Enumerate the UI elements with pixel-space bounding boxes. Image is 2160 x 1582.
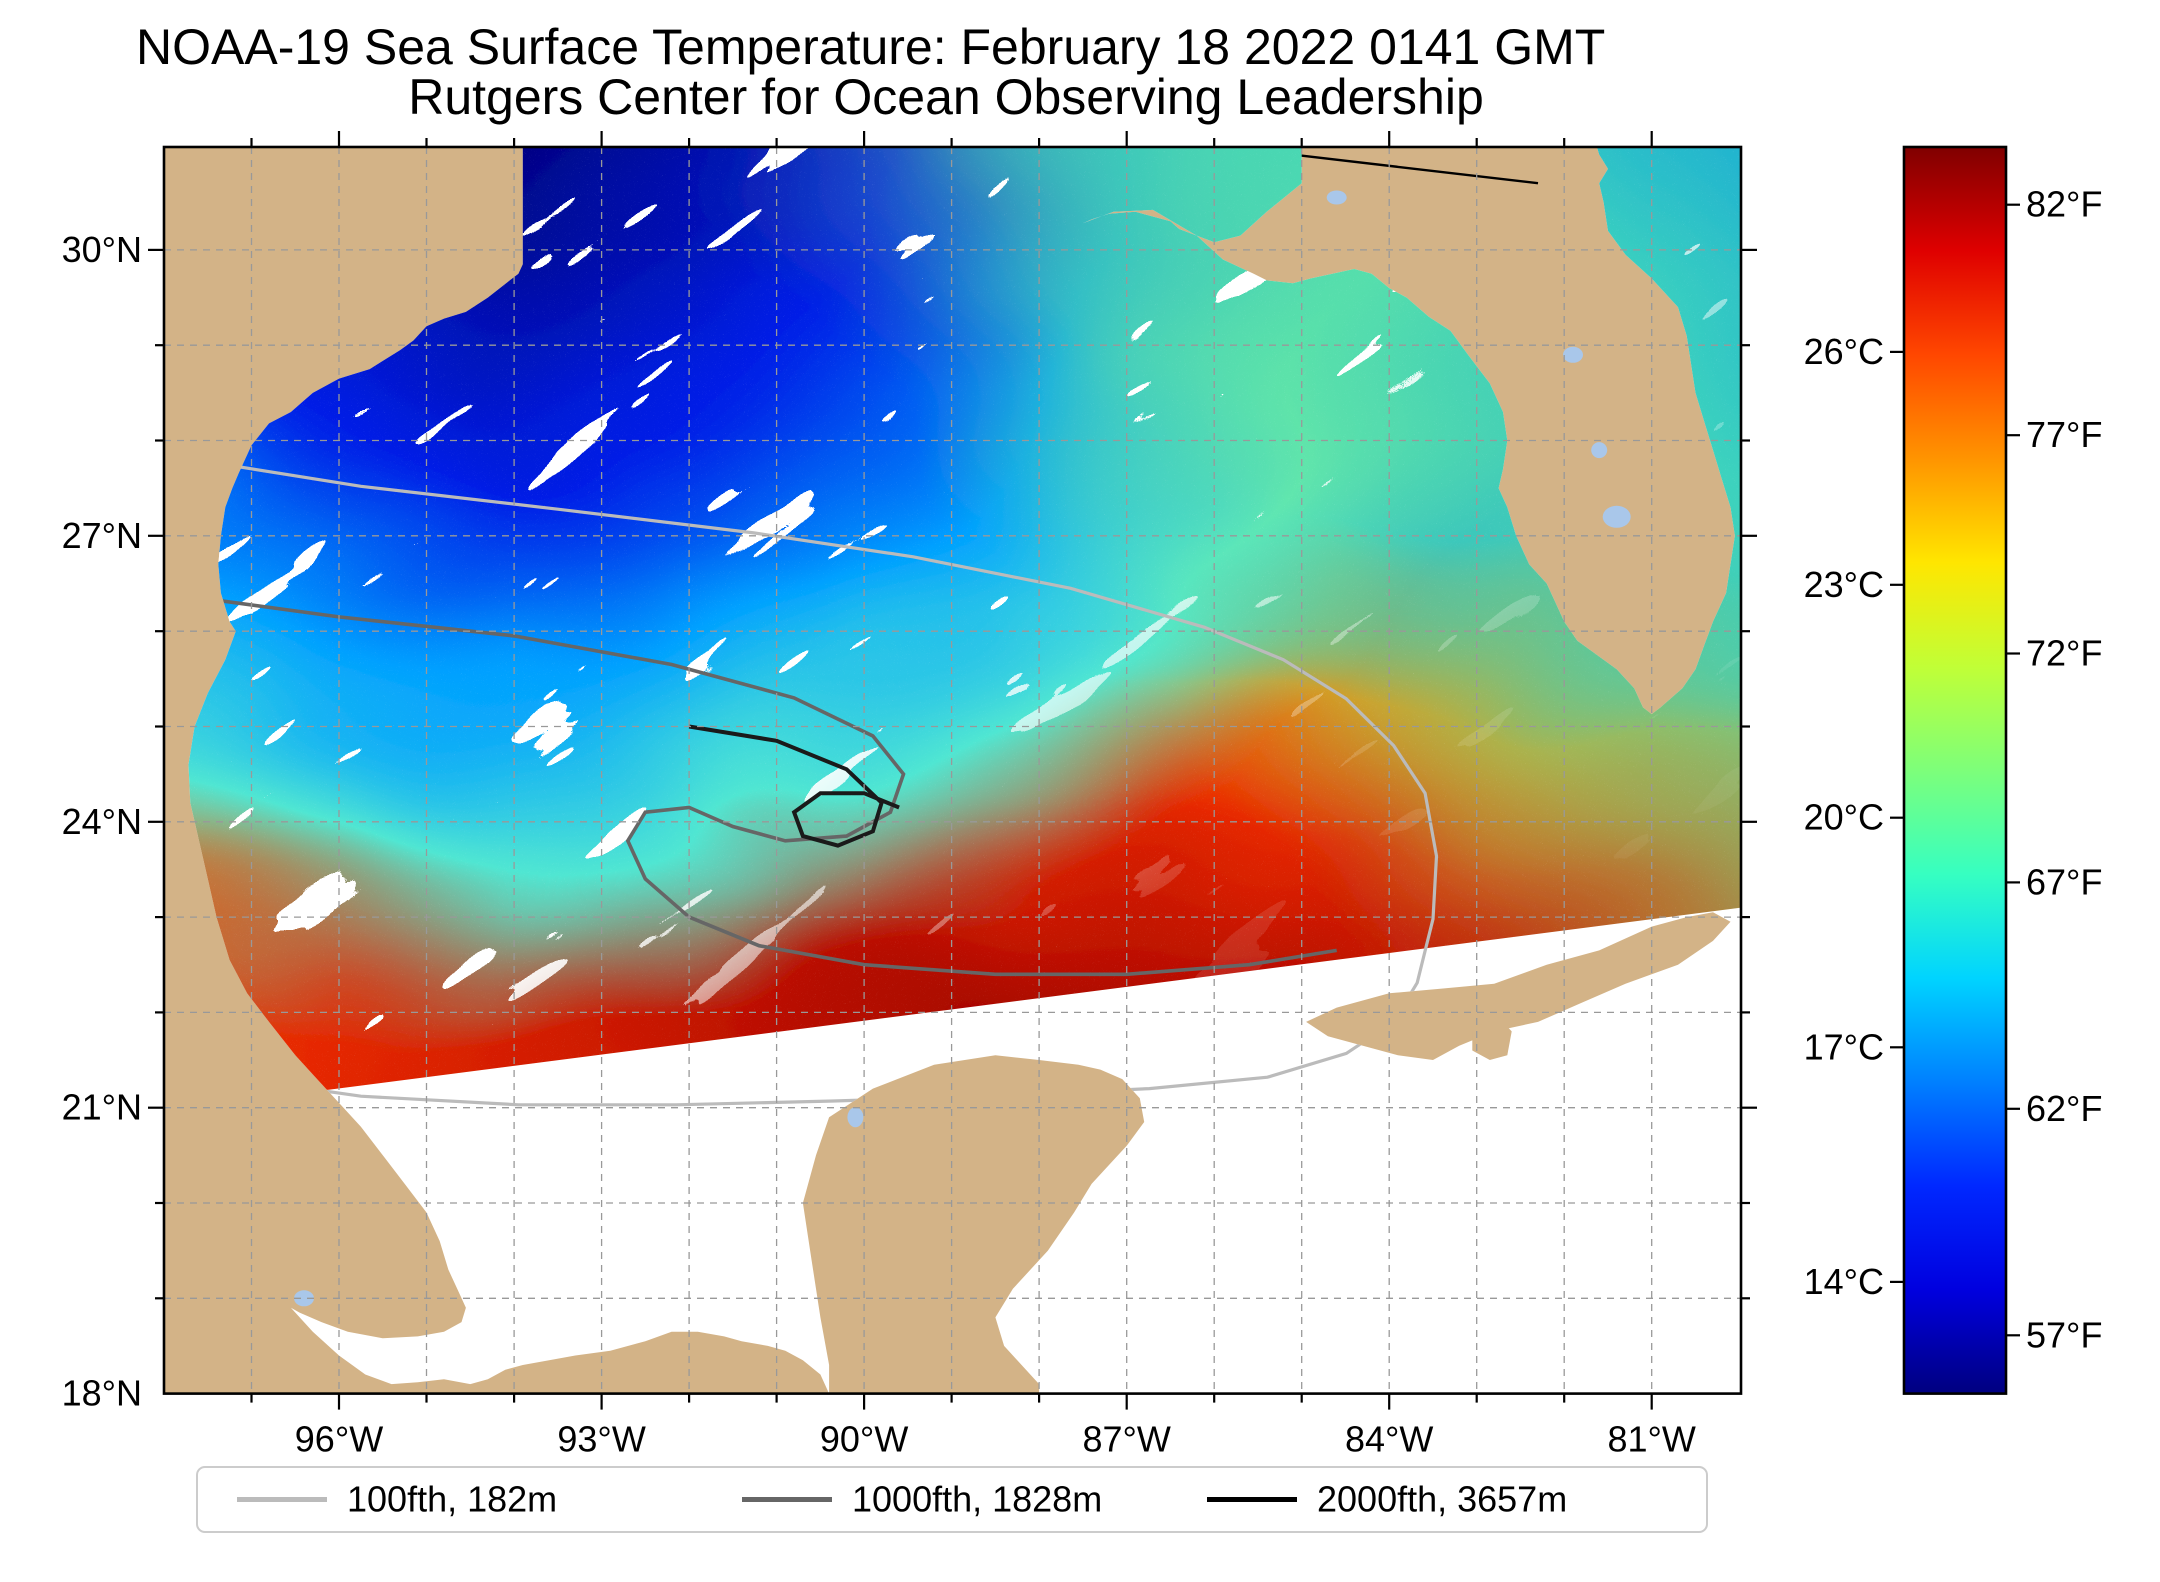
svg-text:23°C: 23°C bbox=[1804, 564, 1884, 605]
svg-text:20°C: 20°C bbox=[1804, 797, 1884, 838]
svg-text:100fth, 182m: 100fth, 182m bbox=[347, 1479, 557, 1520]
svg-text:93°W: 93°W bbox=[557, 1419, 645, 1460]
svg-text:62°F: 62°F bbox=[2026, 1088, 2102, 1129]
svg-text:81°W: 81°W bbox=[1607, 1419, 1695, 1460]
svg-text:96°W: 96°W bbox=[295, 1419, 383, 1460]
svg-text:18°N: 18°N bbox=[62, 1373, 142, 1414]
svg-text:84°W: 84°W bbox=[1345, 1419, 1433, 1460]
svg-text:14°C: 14°C bbox=[1804, 1261, 1884, 1302]
svg-text:87°W: 87°W bbox=[1082, 1419, 1170, 1460]
svg-text:67°F: 67°F bbox=[2026, 861, 2102, 902]
svg-text:21°N: 21°N bbox=[62, 1087, 142, 1128]
svg-text:82°F: 82°F bbox=[2026, 184, 2102, 225]
svg-text:26°C: 26°C bbox=[1804, 331, 1884, 372]
svg-text:77°F: 77°F bbox=[2026, 414, 2102, 455]
svg-text:72°F: 72°F bbox=[2026, 633, 2102, 674]
svg-text:2000fth, 3657m: 2000fth, 3657m bbox=[1317, 1479, 1567, 1520]
svg-text:30°N: 30°N bbox=[62, 229, 142, 270]
svg-text:57°F: 57°F bbox=[2026, 1314, 2102, 1355]
svg-text:17°C: 17°C bbox=[1804, 1026, 1884, 1067]
svg-text:1000fth, 1828m: 1000fth, 1828m bbox=[852, 1479, 1102, 1520]
svg-text:90°W: 90°W bbox=[820, 1419, 908, 1460]
svg-text:27°N: 27°N bbox=[62, 515, 142, 556]
svg-text:24°N: 24°N bbox=[62, 801, 142, 842]
